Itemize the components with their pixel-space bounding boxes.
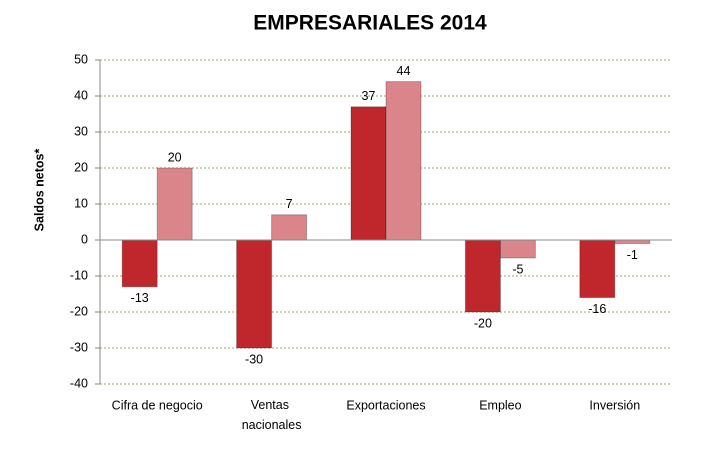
y-tick-label: 10 — [74, 196, 88, 210]
data-label: 37 — [362, 89, 376, 103]
bar — [271, 214, 308, 241]
data-label: -16 — [588, 302, 606, 316]
y-tick-label: -30 — [70, 340, 88, 354]
x-tick-label-line: Ventas — [251, 398, 293, 412]
y-tick-label: -20 — [70, 304, 88, 318]
data-label: -30 — [245, 352, 263, 366]
bar — [614, 239, 651, 245]
y-tick-label: -40 — [70, 376, 88, 390]
y-tick-label: 50 — [74, 52, 88, 66]
chart-title: EMPRESARIALES 2014 — [253, 12, 487, 35]
bar — [579, 239, 616, 299]
y-tick-label: -10 — [70, 268, 88, 282]
bar — [350, 106, 387, 241]
x-tick-label: Empleo — [479, 398, 521, 412]
data-label: -20 — [474, 316, 492, 330]
data-label: -13 — [131, 291, 149, 305]
data-label: 44 — [397, 64, 411, 78]
x-tick-label-line: nacionales — [242, 418, 302, 432]
x-tick-label: Cifra de negocio — [112, 398, 203, 412]
y-tick-label: 40 — [74, 88, 88, 102]
bar — [499, 239, 536, 259]
x-tick-label: Exportaciones — [346, 398, 425, 412]
y-tick-label: 0 — [81, 232, 88, 246]
data-label: 7 — [286, 197, 293, 211]
bar — [121, 239, 158, 288]
bar — [464, 239, 501, 313]
bar — [385, 81, 422, 241]
y-tick-label: 30 — [74, 124, 88, 138]
y-axis-label: Saldos netos* — [32, 149, 46, 232]
x-tick-label: Ventas nacionales — [242, 398, 302, 432]
bar — [236, 239, 273, 349]
data-label: -5 — [512, 262, 523, 276]
bar — [156, 167, 193, 241]
x-tick-label: Inversión — [589, 398, 640, 412]
data-label: -1 — [627, 248, 638, 262]
data-label: 20 — [168, 150, 182, 164]
y-tick-label: 20 — [74, 160, 88, 174]
